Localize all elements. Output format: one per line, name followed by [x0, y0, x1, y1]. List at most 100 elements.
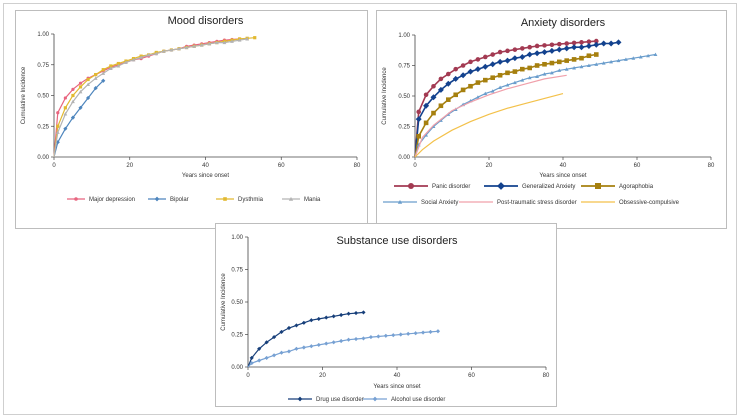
data-point	[438, 103, 444, 109]
data-point	[101, 78, 106, 83]
data-point	[222, 40, 227, 45]
data-point	[257, 346, 262, 351]
data-point	[520, 78, 525, 82]
data-point	[534, 63, 540, 68]
data-point	[586, 63, 591, 68]
data-point	[535, 74, 540, 79]
y-axis-label: Cumulative Incidence	[21, 66, 27, 124]
data-point	[301, 345, 306, 350]
data-point	[71, 93, 75, 98]
data-point	[572, 66, 577, 70]
data-point	[63, 112, 68, 116]
data-point	[431, 83, 436, 89]
data-point	[564, 58, 569, 63]
data-point	[526, 51, 533, 58]
data-point	[460, 87, 466, 93]
series-line	[414, 74, 567, 158]
data-point	[286, 325, 292, 331]
chart-anxiety-disorders: Anxiety disorders Years since onset Cumu…	[382, 17, 715, 206]
data-point	[346, 311, 351, 316]
data-point	[237, 38, 242, 42]
data-point	[324, 315, 329, 320]
data-point	[490, 75, 495, 80]
data-point	[101, 68, 105, 72]
data-point	[483, 54, 488, 60]
series-alcohol-use-disorder	[247, 329, 441, 368]
data-point	[453, 66, 458, 72]
data-point	[557, 68, 562, 72]
data-point	[519, 53, 526, 60]
data-point	[324, 341, 329, 346]
legend-label: Mania	[304, 197, 321, 203]
legend-swatch-marker	[223, 197, 227, 201]
legend-swatch-marker	[372, 396, 378, 402]
data-point	[63, 96, 67, 100]
data-point	[490, 89, 495, 93]
data-point	[86, 95, 91, 101]
x-axis-label: Years since onset	[373, 384, 420, 390]
legend-label: Dysthmia	[238, 197, 264, 203]
data-point	[199, 43, 204, 47]
data-point	[423, 92, 429, 98]
data-point	[541, 49, 548, 56]
data-point	[253, 36, 257, 40]
data-point	[230, 39, 234, 43]
data-point	[109, 64, 113, 68]
data-point	[475, 80, 481, 85]
y-tick-label: 0.00	[231, 365, 243, 371]
legend-swatch-marker	[154, 196, 160, 202]
data-point	[430, 94, 437, 101]
data-point	[534, 43, 540, 49]
data-point	[453, 92, 458, 98]
x-tick-label: 40	[560, 163, 567, 169]
data-point	[78, 105, 83, 110]
data-point	[406, 331, 411, 336]
x-tick-label: 80	[543, 373, 550, 379]
x-tick-label: 0	[52, 163, 56, 169]
data-point	[71, 99, 75, 104]
x-tick-label: 0	[246, 373, 250, 379]
data-point	[438, 118, 443, 122]
data-point	[214, 40, 219, 45]
data-point	[557, 59, 562, 65]
panel-anxiety-disorders: Anxiety disorders Years since onset Cumu…	[376, 10, 727, 229]
legend-label: Obsessive-compulsive	[619, 200, 680, 206]
data-point	[56, 111, 60, 115]
data-point	[94, 72, 98, 77]
data-point	[71, 87, 75, 91]
data-point	[534, 50, 541, 57]
y-tick-label: 0.25	[37, 124, 49, 130]
data-point	[78, 81, 83, 85]
data-point	[353, 310, 359, 316]
data-point	[316, 316, 321, 321]
data-point	[376, 334, 381, 339]
data-point	[331, 340, 336, 345]
y-tick-label: 1.00	[37, 32, 49, 38]
data-point	[483, 77, 488, 83]
data-point	[585, 42, 592, 49]
data-point	[520, 46, 525, 51]
series-generalized-anxiety	[414, 39, 622, 158]
series-line	[53, 38, 240, 158]
data-point	[549, 60, 555, 66]
data-point	[56, 124, 60, 128]
data-point	[489, 61, 496, 68]
data-point	[505, 83, 510, 87]
chart-title: Substance use disorders	[336, 235, 458, 247]
data-point	[192, 44, 197, 48]
legend-swatch-marker	[595, 183, 601, 189]
panel-substance-use-disorders: Substance use disorders Years since onse…	[215, 223, 557, 407]
data-point	[475, 95, 480, 99]
data-point	[346, 337, 351, 342]
y-tick-label: 0.50	[398, 94, 410, 100]
data-point	[146, 52, 151, 57]
series-social-anxiety	[414, 52, 658, 158]
data-point	[424, 133, 429, 137]
data-point	[594, 52, 599, 57]
series-bipolar	[53, 78, 106, 158]
data-point	[504, 57, 511, 64]
series-line	[414, 93, 564, 158]
series-line	[414, 40, 597, 158]
data-point	[460, 63, 466, 68]
data-point	[101, 71, 106, 75]
